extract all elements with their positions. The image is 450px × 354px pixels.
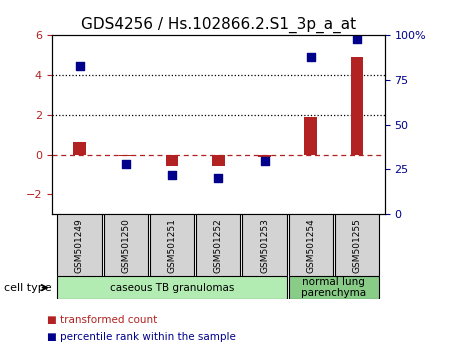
Point	[168, 172, 176, 178]
Text: GSM501252: GSM501252	[214, 218, 223, 273]
Bar	[335, 214, 379, 276]
Text: GSM501251: GSM501251	[167, 218, 176, 273]
Bar	[57, 214, 102, 276]
Bar	[288, 214, 333, 276]
Text: GSM501249: GSM501249	[75, 218, 84, 273]
Bar	[242, 214, 287, 276]
Bar	[57, 276, 287, 299]
Bar	[351, 57, 364, 155]
Text: GSM501250: GSM501250	[121, 218, 130, 273]
Text: GSM501253: GSM501253	[260, 218, 269, 273]
Text: normal lung
parenchyma: normal lung parenchyma	[302, 277, 366, 298]
Point	[261, 158, 268, 164]
Bar	[196, 214, 240, 276]
Bar	[212, 155, 225, 166]
Point	[122, 161, 129, 167]
Bar	[288, 276, 379, 299]
Point	[353, 36, 360, 42]
Bar	[104, 214, 148, 276]
Bar	[150, 214, 194, 276]
Point	[307, 54, 315, 60]
Text: ■ percentile rank within the sample: ■ percentile rank within the sample	[47, 332, 236, 342]
Bar	[73, 142, 86, 155]
Text: caseous TB granulomas: caseous TB granulomas	[110, 282, 234, 293]
Text: GSM501254: GSM501254	[306, 218, 315, 273]
Point	[215, 176, 222, 181]
Text: ■ transformed count: ■ transformed count	[47, 315, 158, 325]
Text: GSM501255: GSM501255	[352, 218, 361, 273]
Point	[76, 63, 83, 69]
Text: cell type: cell type	[4, 282, 52, 293]
Bar	[304, 117, 317, 155]
Bar	[258, 155, 271, 157]
Title: GDS4256 / Hs.102866.2.S1_3p_a_at: GDS4256 / Hs.102866.2.S1_3p_a_at	[81, 16, 356, 33]
Bar	[166, 155, 179, 166]
